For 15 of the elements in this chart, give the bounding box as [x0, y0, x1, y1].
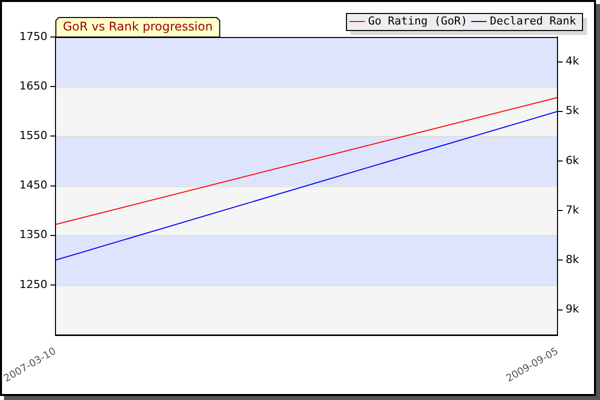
- y2-tick-label: 4k: [566, 54, 580, 68]
- y2-tick-label: 9k: [566, 302, 580, 316]
- y2-tick-label: 7k: [566, 203, 580, 216]
- y2-tick-label: 8k: [566, 253, 580, 266]
- y-tick-label: 1450: [19, 178, 48, 192]
- legend-label: Go Rating (GoR): [368, 14, 468, 28]
- legend-label: Declared Rank: [490, 14, 576, 28]
- y-tick-label: 1550: [19, 129, 48, 142]
- y2-tick-label: 5k: [566, 104, 580, 118]
- y2-tick-label: 6k: [566, 154, 580, 167]
- y-tick-label: 1650: [19, 79, 48, 92]
- chart-title: GoR vs Rank progression: [62, 20, 213, 34]
- y-tick-label: 1350: [19, 228, 48, 242]
- y-tick-label: 1250: [19, 278, 48, 291]
- y-tick-label: 1750: [19, 30, 48, 43]
